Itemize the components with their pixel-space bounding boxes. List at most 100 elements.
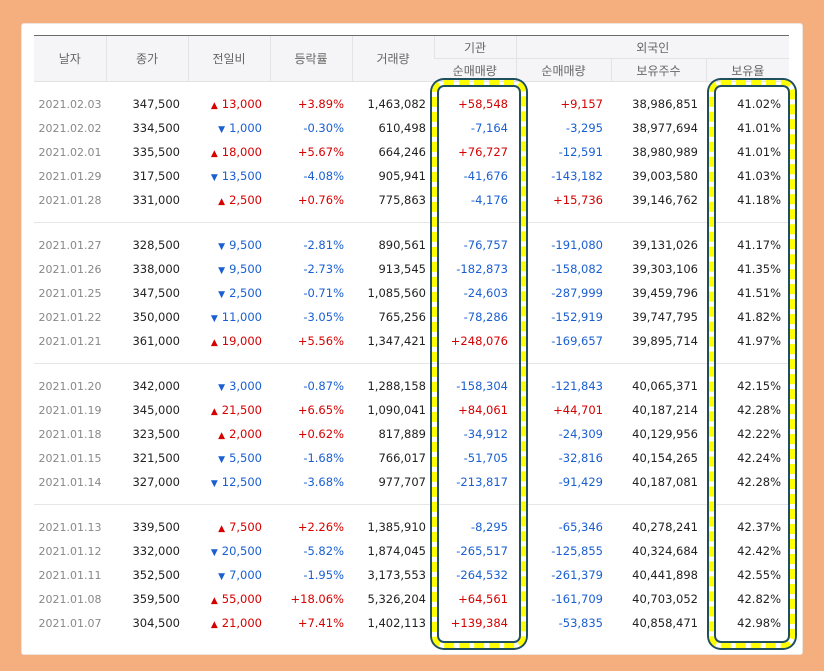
group-spacer (34, 494, 789, 505)
change-value: 19,000 (221, 334, 262, 348)
cell-close: 338,000 (132, 262, 180, 276)
cell-rate: +6.65% (297, 403, 344, 417)
table-row[interactable]: 2021.01.22 350,000 ▼ 11,000 -3.05% 765,256 -78… (34, 305, 789, 329)
cell-rate: +18.06% (290, 592, 345, 606)
change-value: 12,500 (221, 475, 262, 489)
cell-change: ▲ 18,000 (188, 140, 270, 164)
cell-foreign-net: -169,657 (551, 334, 603, 348)
cell-date: 2021.01.14 (38, 475, 102, 489)
table-row[interactable]: 2021.01.28 331,000 ▲ 2,500 +0.76% 775,863 -4,1… (34, 188, 789, 212)
cell-foreign-ratio: 41.02% (737, 97, 782, 111)
cell-close: 304,500 (132, 616, 180, 630)
header-rate[interactable]: 등락률 (269, 35, 352, 82)
cell-date: 2021.01.13 (38, 520, 102, 534)
cell-rate: -2.73% (303, 262, 344, 276)
header-date[interactable]: 날자 (34, 35, 106, 82)
cell-close: 361,000 (132, 334, 180, 348)
cell-foreign-holdings: 39,895,714 (632, 334, 698, 348)
cell-volume: 913,545 (378, 262, 426, 276)
table-row[interactable]: 2021.01.29 317,500 ▼ 13,500 -4.08% 905,941 -41… (34, 164, 789, 188)
change-value: 7,500 (229, 520, 262, 534)
cell-volume: 765,256 (378, 310, 426, 324)
cell-foreign-ratio: 42.42% (737, 544, 782, 558)
cell-volume: 775,863 (378, 193, 426, 207)
change-value: 2,500 (229, 286, 262, 300)
change-value: 7,000 (229, 568, 262, 582)
header-close[interactable]: 종가 (105, 35, 188, 82)
cell-change: ▲ 13,000 (188, 92, 270, 116)
cell-institution-net: +84,061 (458, 403, 508, 417)
table-row[interactable]: 2021.01.08 359,500 ▲ 55,000 +18.06% 5,326,204… (34, 587, 789, 611)
cell-date: 2021.01.18 (38, 427, 102, 441)
cell-foreign-ratio: 41.01% (737, 121, 782, 135)
cell-change: ▲ 55,000 (188, 587, 270, 611)
cell-date: 2021.02.02 (38, 121, 102, 135)
cell-close: 359,500 (132, 592, 180, 606)
table-row[interactable]: 2021.01.07 304,500 ▲ 21,000 +7.41% 1,402,113 +… (34, 611, 789, 635)
group-divider (34, 222, 790, 223)
cell-close: 347,500 (132, 97, 180, 111)
cell-foreign-ratio: 42.37% (737, 520, 782, 534)
cell-rate: -3.68% (303, 475, 344, 489)
table-row[interactable]: 2021.01.14 327,000 ▼ 12,500 -3.68% 977,707 -21… (34, 470, 789, 494)
header-institution-net[interactable]: 순매매량 (434, 58, 516, 82)
cell-rate: -1.95% (303, 568, 344, 582)
cell-foreign-holdings: 39,303,106 (632, 262, 698, 276)
table-row[interactable]: 2021.02.02 334,500 ▼ 1,000 -0.30% 610,498 -7,1… (34, 116, 789, 140)
change-value: 13,000 (221, 97, 262, 111)
change-value: 2,000 (229, 427, 262, 441)
change-value: 13,500 (221, 169, 262, 183)
cell-institution-net: -8,295 (470, 520, 508, 534)
group-spacer (34, 505, 789, 515)
table-row[interactable]: 2021.01.19 345,000 ▲ 21,500 +6.65% 1,090,041 +… (34, 398, 789, 422)
header-volume[interactable]: 거래량 (351, 35, 434, 82)
triangle-up-icon: ▲ (210, 407, 218, 417)
cell-foreign-net: -12,591 (558, 145, 603, 159)
triangle-down-icon: ▼ (218, 125, 226, 135)
triangle-up-icon: ▲ (210, 101, 218, 111)
cell-rate: +5.67% (297, 145, 344, 159)
group-spacer (34, 635, 789, 645)
table-row[interactable]: 2021.01.11 352,500 ▼ 7,000 -1.95% 3,173,553 -2… (34, 563, 789, 587)
triangle-up-icon: ▲ (210, 338, 218, 348)
header-foreign-holdings[interactable]: 보유주수 (610, 58, 706, 82)
cell-change: ▼ 11,000 (188, 305, 270, 329)
header-change[interactable]: 전일비 (187, 35, 270, 82)
header-foreign-net[interactable]: 순매매량 (515, 58, 611, 82)
table-row[interactable]: 2021.01.13 339,500 ▲ 7,500 +2.26% 1,385,910 -8… (34, 515, 789, 539)
cell-foreign-holdings: 39,131,026 (632, 238, 698, 252)
cell-foreign-holdings: 40,187,214 (632, 403, 698, 417)
header-foreign-ratio[interactable]: 보유율 (705, 58, 790, 82)
triangle-up-icon: ▲ (218, 197, 226, 207)
cell-foreign-net: -143,182 (551, 169, 603, 183)
cell-change: ▲ 7,500 (188, 515, 270, 539)
cell-foreign-net: -53,835 (558, 616, 603, 630)
cell-foreign-net: -158,082 (551, 262, 603, 276)
table-row[interactable]: 2021.01.27 328,500 ▼ 9,500 -2.81% 890,561 -76,… (34, 233, 789, 257)
table-row[interactable]: 2021.01.26 338,000 ▼ 9,500 -2.73% 913,545 -182… (34, 257, 789, 281)
cell-close: 345,000 (132, 403, 180, 417)
table-row[interactable]: 2021.02.01 335,500 ▲ 18,000 +5.67% 664,246 +76… (34, 140, 789, 164)
table-row[interactable]: 2021.01.12 332,000 ▼ 20,500 -5.82% 1,874,045 -… (34, 539, 789, 563)
cell-volume: 1,090,041 (367, 403, 426, 417)
table-row[interactable]: 2021.01.20 342,000 ▼ 3,000 -0.87% 1,288,158 -1… (34, 374, 789, 398)
cell-close: 352,500 (132, 568, 180, 582)
cell-close: 347,500 (132, 286, 180, 300)
cell-foreign-net: -261,379 (551, 568, 603, 582)
table-row[interactable]: 2021.01.21 361,000 ▲ 19,000 +5.56% 1,347,421 +… (34, 329, 789, 353)
cell-foreign-net: -152,919 (551, 310, 603, 324)
triangle-down-icon: ▼ (218, 455, 226, 465)
cell-date: 2021.01.29 (38, 169, 102, 183)
cell-institution-net: -78,286 (463, 310, 508, 324)
cell-volume: 766,017 (378, 451, 426, 465)
table-row[interactable]: 2021.02.03 347,500 ▲ 13,000 +3.89% 1,463,082 +… (34, 92, 789, 116)
cell-volume: 817,889 (378, 427, 426, 441)
table-row[interactable]: 2021.01.15 321,500 ▼ 5,500 -1.68% 766,017 -51,… (34, 446, 789, 470)
table-row[interactable]: 2021.01.25 347,500 ▼ 2,500 -0.71% 1,085,560 -2… (34, 281, 789, 305)
change-value: 21,500 (221, 403, 262, 417)
cell-change: ▼ 9,500 (188, 233, 270, 257)
table-row[interactable]: 2021.01.18 323,500 ▲ 2,000 +0.62% 817,889 -34,… (34, 422, 789, 446)
cell-institution-net: +64,561 (458, 592, 508, 606)
group-spacer (34, 364, 789, 374)
triangle-up-icon: ▲ (218, 431, 226, 441)
